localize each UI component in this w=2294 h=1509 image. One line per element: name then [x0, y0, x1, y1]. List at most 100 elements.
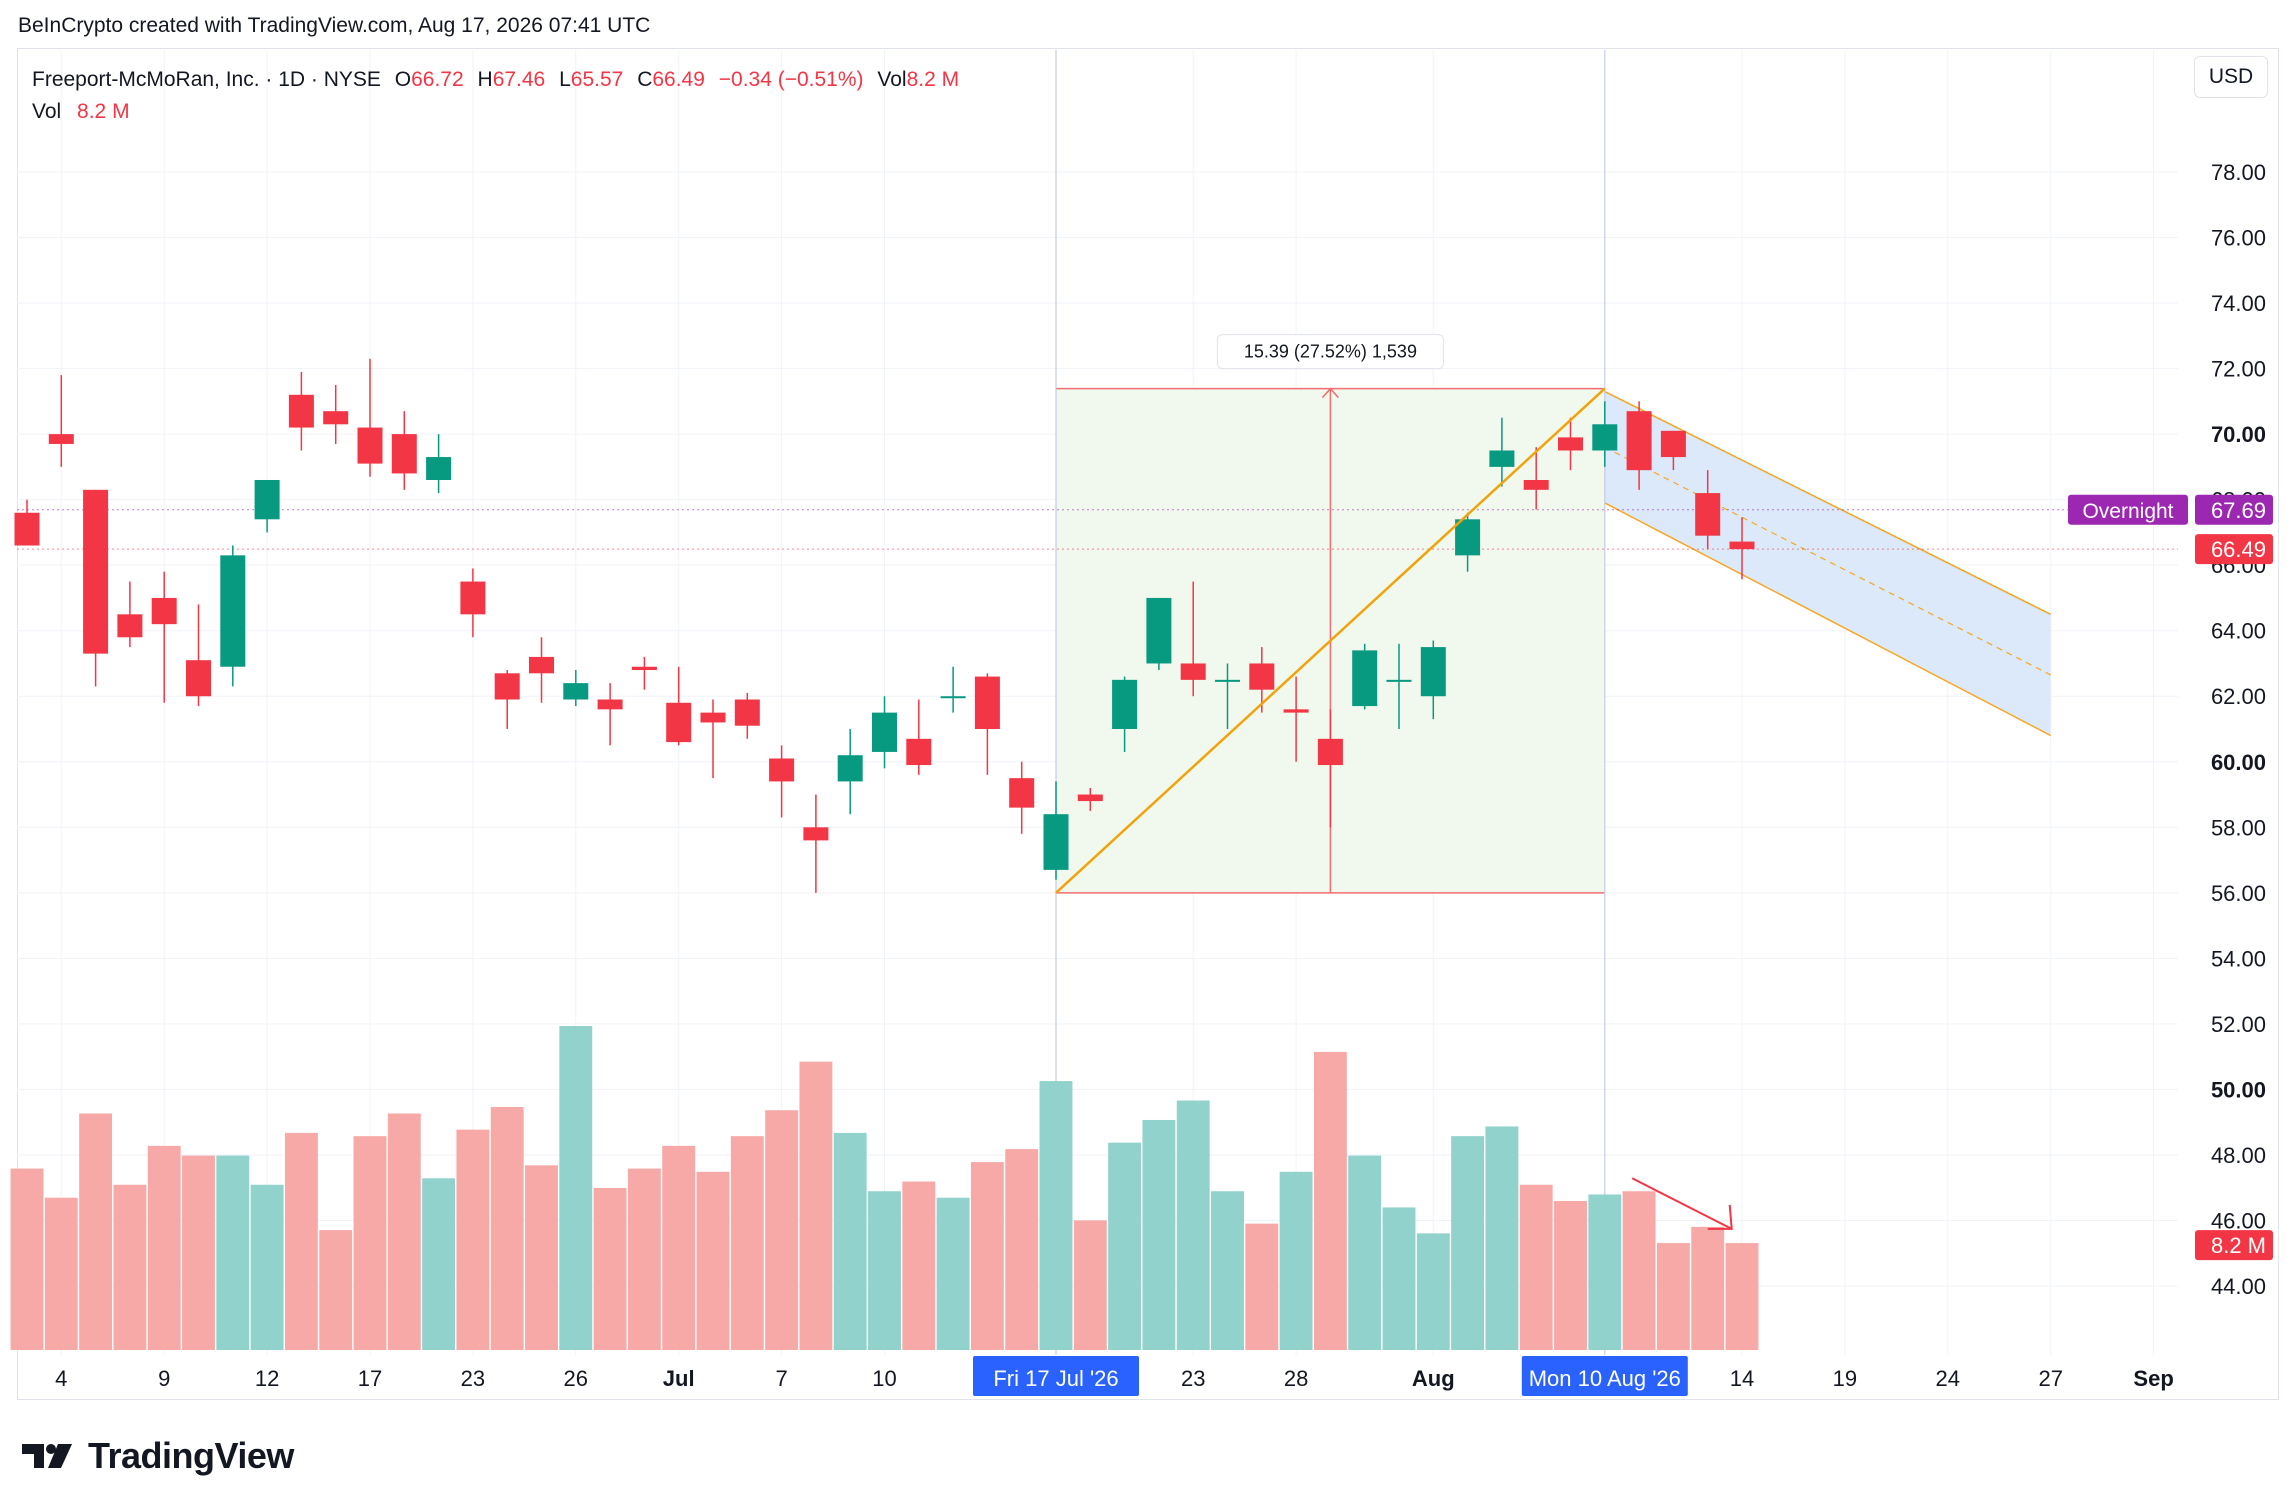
volume-bar — [936, 1197, 970, 1350]
candle — [391, 411, 417, 490]
candle — [83, 489, 109, 687]
channel-lower-line — [1604, 502, 2052, 737]
candle — [769, 745, 795, 818]
legend-volume-label[interactable]: Vol — [32, 100, 62, 123]
time-tick-label: 14 — [1730, 1366, 1754, 1391]
candle-body — [1317, 738, 1343, 766]
price-tick-label: 54.00 — [2211, 946, 2266, 971]
candle-body — [117, 614, 143, 638]
candle-body — [1043, 814, 1069, 870]
candle — [1558, 417, 1583, 471]
legend-ohlc-row: Freeport-McMoRan, Inc. · 1D · NYSE O66.7… — [32, 64, 959, 96]
time-tick-label: 28 — [1284, 1366, 1308, 1391]
volume-bar — [1142, 1119, 1176, 1350]
legend-close-label: C — [637, 68, 653, 91]
candle — [1009, 761, 1035, 834]
candle — [1146, 597, 1172, 671]
candle-body — [803, 827, 829, 841]
tradingview-logo[interactable]: TradingView — [22, 1435, 294, 1477]
volume-bar — [1725, 1243, 1759, 1350]
candle-body — [391, 434, 417, 474]
volume-bar — [79, 1113, 113, 1350]
candle-body — [1352, 650, 1378, 707]
volume-bar — [1108, 1142, 1142, 1350]
time-tick-label: 23 — [461, 1366, 485, 1391]
legend-vol-label: Vol — [877, 68, 907, 91]
volume-bar — [1382, 1207, 1416, 1350]
volume-pane — [10, 1026, 1759, 1350]
candle — [1112, 676, 1138, 752]
candle-body — [1489, 450, 1515, 467]
candle — [220, 545, 246, 687]
candle — [700, 699, 726, 779]
candle-body — [151, 597, 177, 625]
candle — [288, 371, 314, 451]
candle-body — [700, 712, 726, 723]
candle-body — [1626, 411, 1652, 471]
price-tick-label: 72.00 — [2211, 357, 2266, 382]
candle — [631, 656, 657, 690]
price-tick-label: 70.00 — [2211, 422, 2266, 447]
candle — [494, 670, 520, 729]
tradingview-logo-text: TradingView — [88, 1435, 294, 1476]
candle-body — [666, 702, 692, 743]
candle — [14, 499, 40, 546]
candle — [1420, 640, 1446, 720]
candle — [940, 666, 966, 713]
legend-volume-row: Vol 8.2 M — [32, 96, 959, 128]
legend-vol-value: 8.2 M — [906, 68, 960, 91]
candle — [1695, 470, 1721, 549]
volume-bar — [113, 1184, 147, 1350]
candle-body — [323, 411, 349, 425]
candle-body — [769, 758, 795, 782]
volume-bar — [1451, 1136, 1485, 1350]
drawings-front: 15.39 (27.52%) 1,539 — [1055, 334, 1733, 1230]
candle-body — [1386, 679, 1412, 682]
volume-bar — [833, 1132, 867, 1350]
time-tick-label: 26 — [564, 1366, 588, 1391]
volume-bar — [1588, 1194, 1622, 1350]
candle-body — [426, 457, 452, 480]
legend-change: −0.34 (−0.51%) — [718, 68, 864, 91]
candle — [1729, 517, 1755, 580]
price-axis-badge-value: 66.49 — [2211, 537, 2266, 562]
volume-bar — [490, 1107, 524, 1350]
candle — [323, 384, 349, 444]
candle-body — [494, 673, 520, 700]
candle — [357, 358, 383, 477]
currency-button[interactable]: USD — [2194, 56, 2268, 98]
price-axis-badge — [2195, 534, 2273, 565]
candle — [186, 604, 211, 707]
candle-body — [597, 699, 623, 710]
candle — [906, 699, 932, 775]
candle — [803, 794, 829, 893]
time-tick-label: 24 — [1936, 1366, 1960, 1391]
symbol-legend: Freeport-McMoRan, Inc. · 1D · NYSE O66.7… — [32, 64, 959, 128]
volume-bar — [1073, 1220, 1107, 1350]
time-highlight-label: Mon 10 Aug '26 — [1529, 1366, 1681, 1391]
time-highlight-badge — [973, 1356, 1139, 1396]
candle-body — [1558, 437, 1583, 451]
candle-body — [254, 479, 280, 520]
volume-bar — [250, 1184, 284, 1350]
candle — [1077, 787, 1103, 811]
candle-body — [1249, 663, 1275, 690]
volume-bar — [456, 1129, 490, 1350]
legend-symbol[interactable]: Freeport-McMoRan, Inc. · 1D · NYSE — [32, 68, 381, 91]
time-tick-label: 4 — [55, 1366, 67, 1391]
price-axis-badge-value: 8.2 M — [2211, 1233, 2266, 1258]
chart-frame — [17, 48, 2279, 1400]
price-axis-badge — [2195, 494, 2273, 525]
candles — [14, 358, 1755, 893]
candle-body — [460, 581, 486, 615]
candle-body — [1009, 778, 1035, 808]
time-tick-label: 9 — [158, 1366, 170, 1391]
legend-low-label: L — [559, 68, 571, 91]
volume-bar — [593, 1188, 627, 1350]
candle — [1249, 647, 1275, 713]
time-tick-label: 23 — [1181, 1366, 1205, 1391]
legend-open-value: 66.72 — [411, 68, 464, 91]
candle — [1523, 447, 1549, 510]
time-tick-label: Jul — [663, 1366, 695, 1391]
